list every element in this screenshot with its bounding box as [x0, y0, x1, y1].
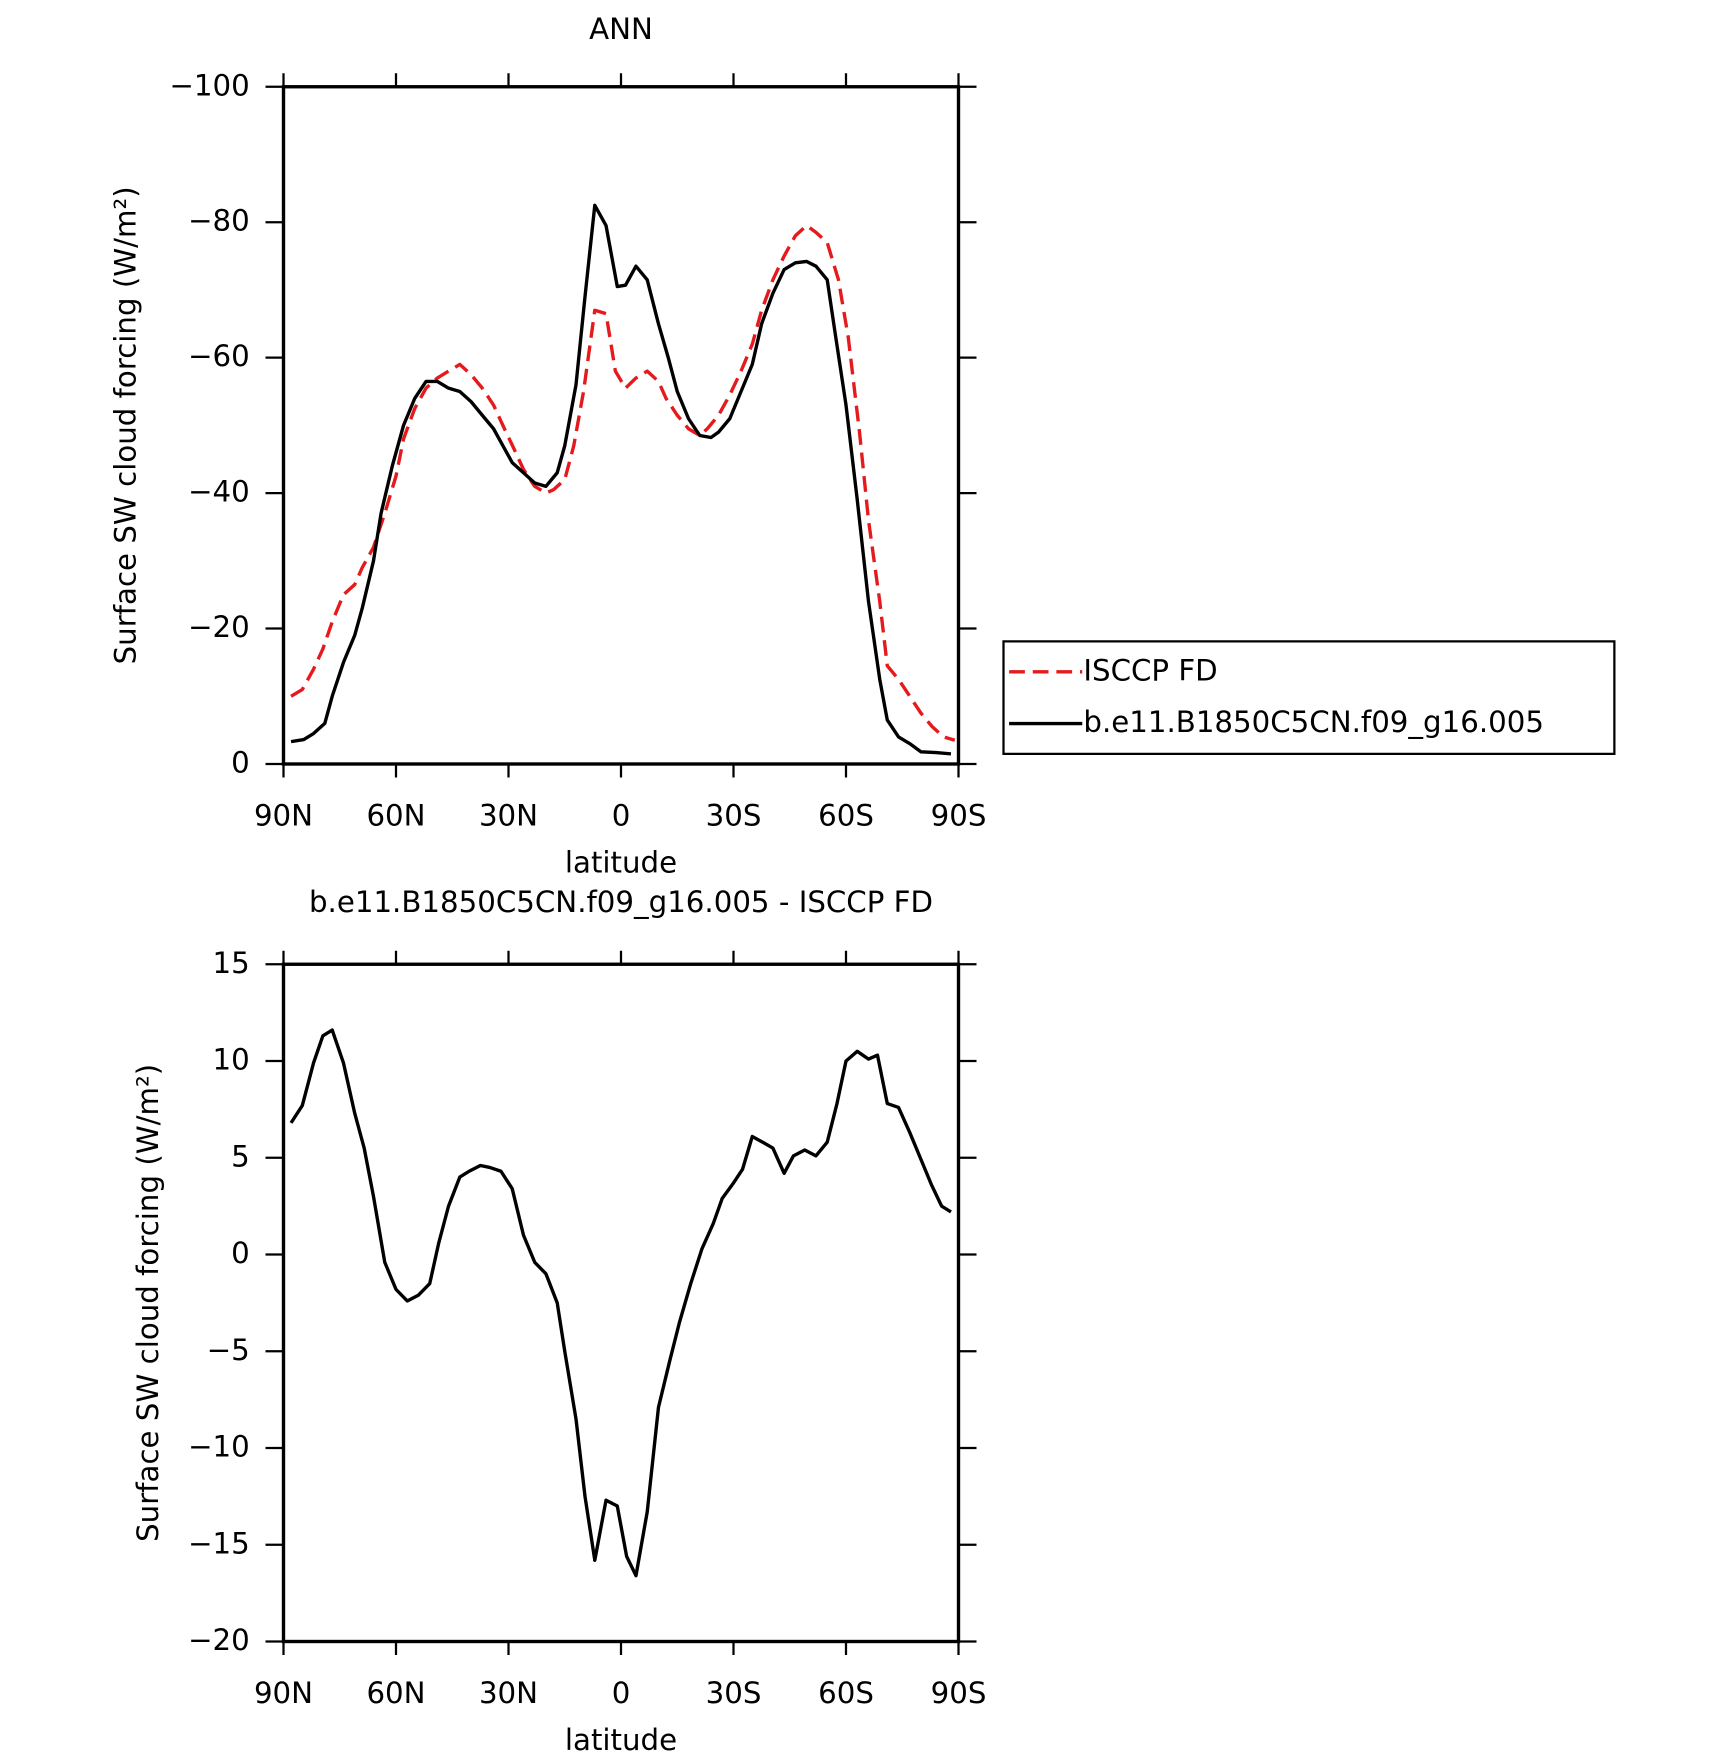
y-tick-label: −40: [188, 475, 250, 509]
y-tick-label: −80: [188, 204, 250, 238]
data-line: [289, 1028, 952, 1578]
y-tick-label: 10: [213, 1043, 250, 1077]
y-tick-label: 15: [213, 946, 250, 980]
x-tick-label: 30S: [706, 1676, 762, 1710]
x-tick-label: 90S: [931, 798, 987, 832]
legend-label: b.e11.B1850C5CN.f09_g16.005: [1083, 705, 1544, 739]
y-tick-label: 5: [231, 1139, 250, 1173]
legend-box: [1002, 640, 1616, 755]
plot-frame: [281, 962, 961, 1644]
x-tick-label: 30S: [706, 798, 762, 832]
legend-label: ISCCP FD: [1083, 653, 1217, 687]
x-tick-label: 30N: [479, 798, 538, 832]
x-tick-label: 60S: [818, 1676, 874, 1710]
x-tick-label: 90N: [254, 1676, 313, 1710]
y-axis-label: Surface SW cloud forcing (W/m²): [131, 1064, 165, 1542]
x-tick-label: 60N: [366, 798, 425, 832]
x-tick-label: 90S: [931, 1676, 987, 1710]
y-tick-label: −5: [207, 1333, 250, 1367]
chart-title: ANN: [589, 12, 653, 46]
x-axis-label: latitude: [565, 846, 677, 880]
data-line: [290, 223, 956, 742]
y-tick-label: −15: [188, 1526, 250, 1560]
y-tick-label: −20: [188, 1623, 250, 1657]
x-tick-label: 60S: [818, 798, 874, 832]
x-tick-label: 60N: [366, 1676, 425, 1710]
plot-frame: [281, 85, 961, 766]
x-axis-label: latitude: [565, 1723, 677, 1753]
x-tick-label: 30N: [479, 1676, 538, 1710]
y-tick-label: −100: [169, 68, 249, 102]
y-axis-label: Surface SW cloud forcing (W/m²): [109, 186, 143, 664]
y-tick-label: −10: [188, 1430, 250, 1464]
x-tick-label: 90N: [254, 798, 313, 832]
y-tick-label: 0: [231, 746, 250, 780]
y-tick-label: 0: [231, 1236, 250, 1270]
y-tick-label: −20: [188, 610, 250, 644]
chart-title: b.e11.B1850C5CN.f09_g16.005 - ISCCP FD: [309, 885, 933, 919]
data-line: [290, 203, 952, 756]
x-tick-label: 0: [612, 1676, 631, 1710]
x-tick-label: 0: [612, 798, 631, 832]
y-tick-label: −60: [188, 339, 250, 373]
